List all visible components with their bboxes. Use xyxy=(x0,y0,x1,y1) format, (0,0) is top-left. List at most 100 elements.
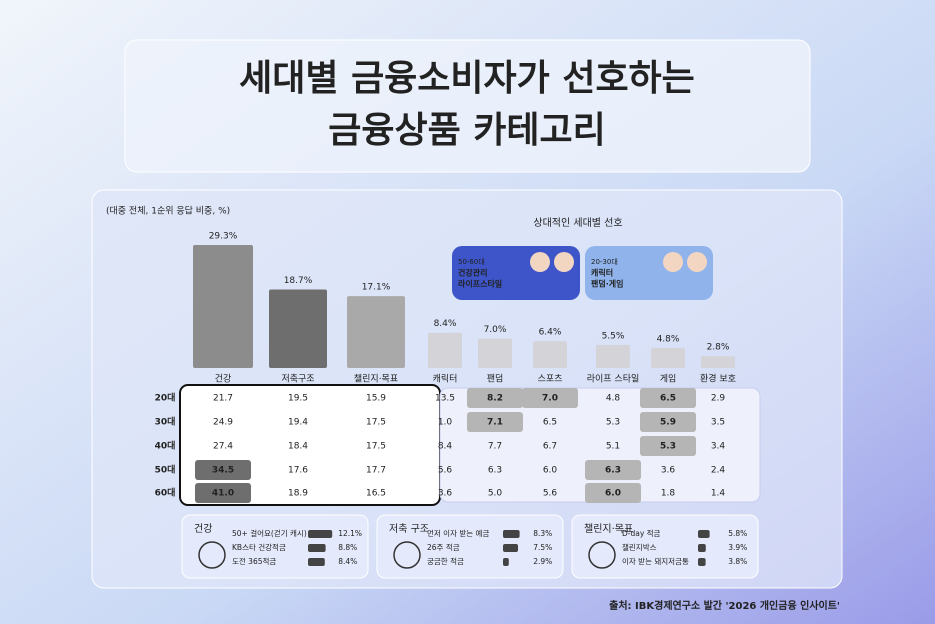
cell: 41.0 xyxy=(212,489,234,499)
value-label: 5.5% xyxy=(602,331,625,341)
row-label: 60대 xyxy=(155,487,176,499)
item-value: 7.5% xyxy=(533,543,552,552)
preference-label: 팬덤·게임 xyxy=(591,279,623,289)
value-label: 18.7% xyxy=(284,276,313,286)
highlight-cell xyxy=(585,483,641,503)
cell: 18.9 xyxy=(288,489,308,499)
person-icon xyxy=(554,252,574,272)
item-bar xyxy=(308,530,333,538)
item-name: 이자 받는 돼지저금통 xyxy=(622,556,689,566)
preference-label: 캐릭터 xyxy=(591,268,613,278)
item-name: 궁금한 적금 xyxy=(427,556,464,566)
value-label: 29.3% xyxy=(209,231,238,241)
highlight-cell xyxy=(195,483,251,503)
cell: 16.5 xyxy=(366,489,386,499)
highlight-cell xyxy=(585,460,641,480)
title-box xyxy=(124,39,811,173)
cell: 18.4 xyxy=(288,442,308,452)
item-name: 50+ 걸어요(걷기 캐시) xyxy=(232,528,307,538)
cell: 17.5 xyxy=(366,442,386,452)
cell: 6.3 xyxy=(605,466,621,476)
cell: 6.7 xyxy=(543,442,557,452)
cell: 13.5 xyxy=(435,394,455,404)
item-value: 8.3% xyxy=(533,529,552,538)
item-value: 8.4% xyxy=(338,557,357,566)
cell: 19.4 xyxy=(288,418,308,428)
cell: 1.8 xyxy=(661,489,676,499)
cell: 1.0 xyxy=(438,418,453,428)
cell: 15.9 xyxy=(366,394,386,404)
highlight-cell xyxy=(467,412,523,432)
person-icon xyxy=(530,252,550,272)
cell: 7.1 xyxy=(487,418,503,428)
cell: 5.9 xyxy=(660,418,676,428)
highlight-cell xyxy=(640,436,696,456)
category-label: 챌린지·목표 xyxy=(354,374,398,385)
cell: 6.5 xyxy=(543,418,557,428)
cell: 19.5 xyxy=(288,394,308,404)
card xyxy=(571,514,759,579)
row-label: 30대 xyxy=(155,416,176,428)
bar xyxy=(533,341,567,368)
cell: 6.5 xyxy=(660,394,676,404)
person-icon xyxy=(687,252,707,272)
bar xyxy=(478,338,512,368)
cell: 3.6 xyxy=(661,466,676,476)
item-name: D-day 적금 xyxy=(622,528,661,538)
item-name: 먼저 이자 받는 예금 xyxy=(427,528,489,538)
item-name: 챌린지박스 xyxy=(622,542,657,552)
cell: 1.4 xyxy=(711,489,726,499)
value-label: 4.8% xyxy=(657,334,680,344)
cell: 17.6 xyxy=(288,466,308,476)
card-title: 챌린지·목표 xyxy=(584,523,633,535)
bar xyxy=(269,289,327,368)
cell: 5.1 xyxy=(606,442,620,452)
cell: 34.5 xyxy=(212,466,234,476)
card-title: 저축 구조 xyxy=(389,523,429,535)
item-bar xyxy=(503,558,509,566)
cell: 17.7 xyxy=(366,466,386,476)
value-label: 2.8% xyxy=(707,343,730,353)
cell: 5.6 xyxy=(438,466,453,476)
item-bar xyxy=(698,530,710,538)
cell: 2.9 xyxy=(711,394,726,404)
item-value: 12.1% xyxy=(338,529,362,538)
title: 금융상품 카테고리 xyxy=(328,110,606,151)
cell: 17.5 xyxy=(366,418,386,428)
item-value: 3.8% xyxy=(728,557,747,566)
item-value: 3.9% xyxy=(728,543,747,552)
value-label: 6.4% xyxy=(539,328,562,338)
preference-title: 상대적인 세대별 선호 xyxy=(533,217,622,229)
cell: 5.0 xyxy=(488,489,503,499)
bar xyxy=(596,344,630,368)
preference-label: 라이프스타일 xyxy=(458,279,502,289)
category-label: 환경 보호 xyxy=(700,373,736,385)
cell: 27.4 xyxy=(213,442,233,452)
cell: 6.0 xyxy=(543,466,558,476)
item-name: 26주 적금 xyxy=(427,542,460,552)
cell: 21.7 xyxy=(213,394,233,404)
item-bar xyxy=(308,558,325,566)
cell: 7.7 xyxy=(488,442,502,452)
title: 세대별 금융소비자가 선호하는 xyxy=(239,58,695,99)
highlight-cell xyxy=(195,460,251,480)
cell: 5.3 xyxy=(606,418,620,428)
item-name: 도전 365적금 xyxy=(232,556,276,566)
cell: 3.4 xyxy=(711,442,726,452)
preference-age: 50-60대 xyxy=(458,258,485,266)
row-label: 50대 xyxy=(155,464,176,476)
cell: 5.3 xyxy=(660,442,676,452)
cell: 3.6 xyxy=(438,489,453,499)
row-label: 40대 xyxy=(155,440,176,452)
cell: 24.9 xyxy=(213,418,233,428)
preference-label: 건강관리 xyxy=(458,268,487,278)
person-icon xyxy=(663,252,683,272)
highlight-cell xyxy=(640,388,696,408)
cell: 8.2 xyxy=(487,394,503,404)
card-icon xyxy=(198,541,226,569)
category-label: 라이프 스타일 xyxy=(587,374,640,385)
category-label: 건강 xyxy=(215,374,232,385)
value-label: 17.1% xyxy=(362,283,391,293)
category-label: 게임 xyxy=(660,373,677,385)
value-label: 7.0% xyxy=(484,325,507,335)
